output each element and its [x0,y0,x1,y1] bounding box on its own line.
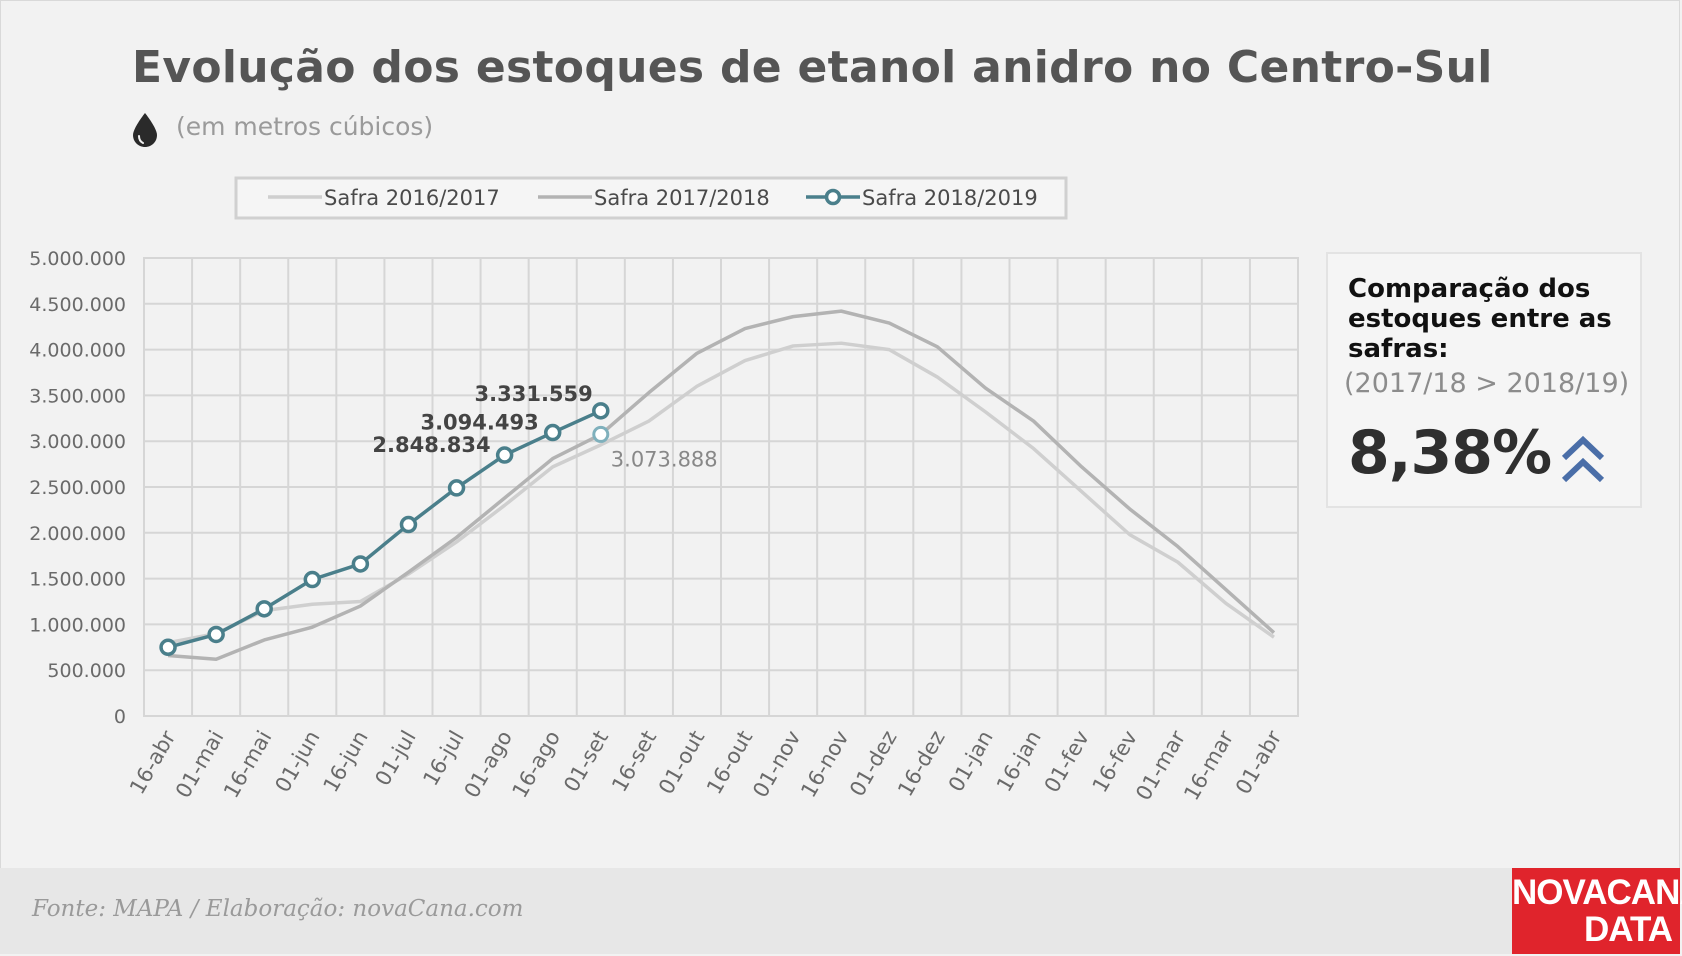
data-point [592,402,610,420]
legend-marker [824,188,842,206]
y-tick-label: 4.000.000 [29,340,126,362]
legend-label: Safra 2017/2018 [594,186,770,210]
y-tick-label: 1.500.000 [29,569,126,591]
x-tick-label: 16-mai [219,727,277,803]
comparison-value: 8,38% [1348,418,1552,488]
y-tick-label: 3.500.000 [29,385,126,407]
x-tick-label: 01-out [654,727,709,799]
y-tick-label: 0 [114,706,126,728]
x-tick-label: 16-jun [319,727,373,797]
x-tick-label: 16-jul [418,727,468,790]
drop-icon [133,113,157,147]
data-point [399,515,418,534]
data-label: 3.073.888 [611,447,718,471]
legend-box [234,176,1068,220]
x-tick-label: 16-nov [796,727,853,802]
x-tick-label: 01-abr [1231,726,1287,798]
footer: Fonte: MAPA / Elaboração: novaCana.com [0,868,1680,954]
data-point [447,479,466,497]
data-point [159,638,177,657]
y-tick-label: 500.000 [47,660,126,682]
x-tick-label: 16-ago [508,727,565,803]
x-tick-label: 01-jul [370,727,420,790]
y-tick-label: 2.000.000 [29,523,126,545]
y-tick-label: 1.000.000 [29,614,126,636]
x-axis: 16-abr01-mai16-mai01-jun16-jun01-jul16-j… [125,726,1286,804]
page-title: Evolução dos estoques de etanol anidro n… [132,42,1493,93]
logo-text-line2: DATA [1583,910,1673,949]
chart-legend: Safra 2016/2017 Safra 2017/2018 Safra 2018… [268,186,1038,210]
highlight-point [592,425,610,443]
source-credit: Fonte: MAPA / Elaboração: novaCana.com [32,896,524,922]
chart-grid [143,257,1299,717]
x-tick-label: 01-fev [1040,727,1094,797]
y-tick-label: 3.000.000 [29,431,126,453]
x-tick-label: 16-dez [893,727,950,801]
y-axis: 0 500.000 1.000.000 1.500.000 2.000.000 2.500… [29,248,126,728]
data-label: 3.094.493 [420,411,538,435]
x-tick-label: 16-jan [992,727,1046,796]
x-tick-label: 16-set [607,727,661,797]
series-line-2 [167,309,1276,661]
page-subtitle: (em metros cúbicos) [176,112,434,141]
data-point [255,600,273,618]
chart-lines [159,309,1276,661]
y-tick-label: 4.500.000 [29,294,126,316]
data-label: 2.848.834 [372,433,490,457]
data-point [543,423,562,442]
novacana-data-logo: NOVACANA DATA [1512,868,1682,954]
series-line-1 [167,341,1275,645]
x-tick-label: 01-set [559,727,613,797]
double-chevron-up-icon [1561,435,1605,483]
comparison-panel: Comparação dos estoques entre as safras:… [1326,252,1642,508]
x-tick-label: 01-jun [270,727,324,797]
data-point [495,446,514,464]
series-line-3 [167,409,602,649]
legend-label: Safra 2018/2019 [862,186,1038,210]
legend-label: Safra 2016/2017 [324,186,500,210]
y-tick-label: 5.000.000 [29,248,126,270]
data-point [303,570,322,589]
logo-text-line1: NOVACANA [1512,873,1682,912]
y-tick-label: 2.500.000 [29,477,126,499]
comparison-subheading: (2017/18 > 2018/19) [1344,368,1630,399]
x-tick-label: 01-jan [944,726,998,795]
data-point [207,625,225,644]
line-chart: Safra 2016/2017 Safra 2017/2018 Safra 2018… [29,176,1299,805]
data-label: 3.331.559 [475,382,593,406]
data-point [351,555,370,573]
comparison-heading: Comparação dos estoques entre as safras: [1348,274,1612,364]
